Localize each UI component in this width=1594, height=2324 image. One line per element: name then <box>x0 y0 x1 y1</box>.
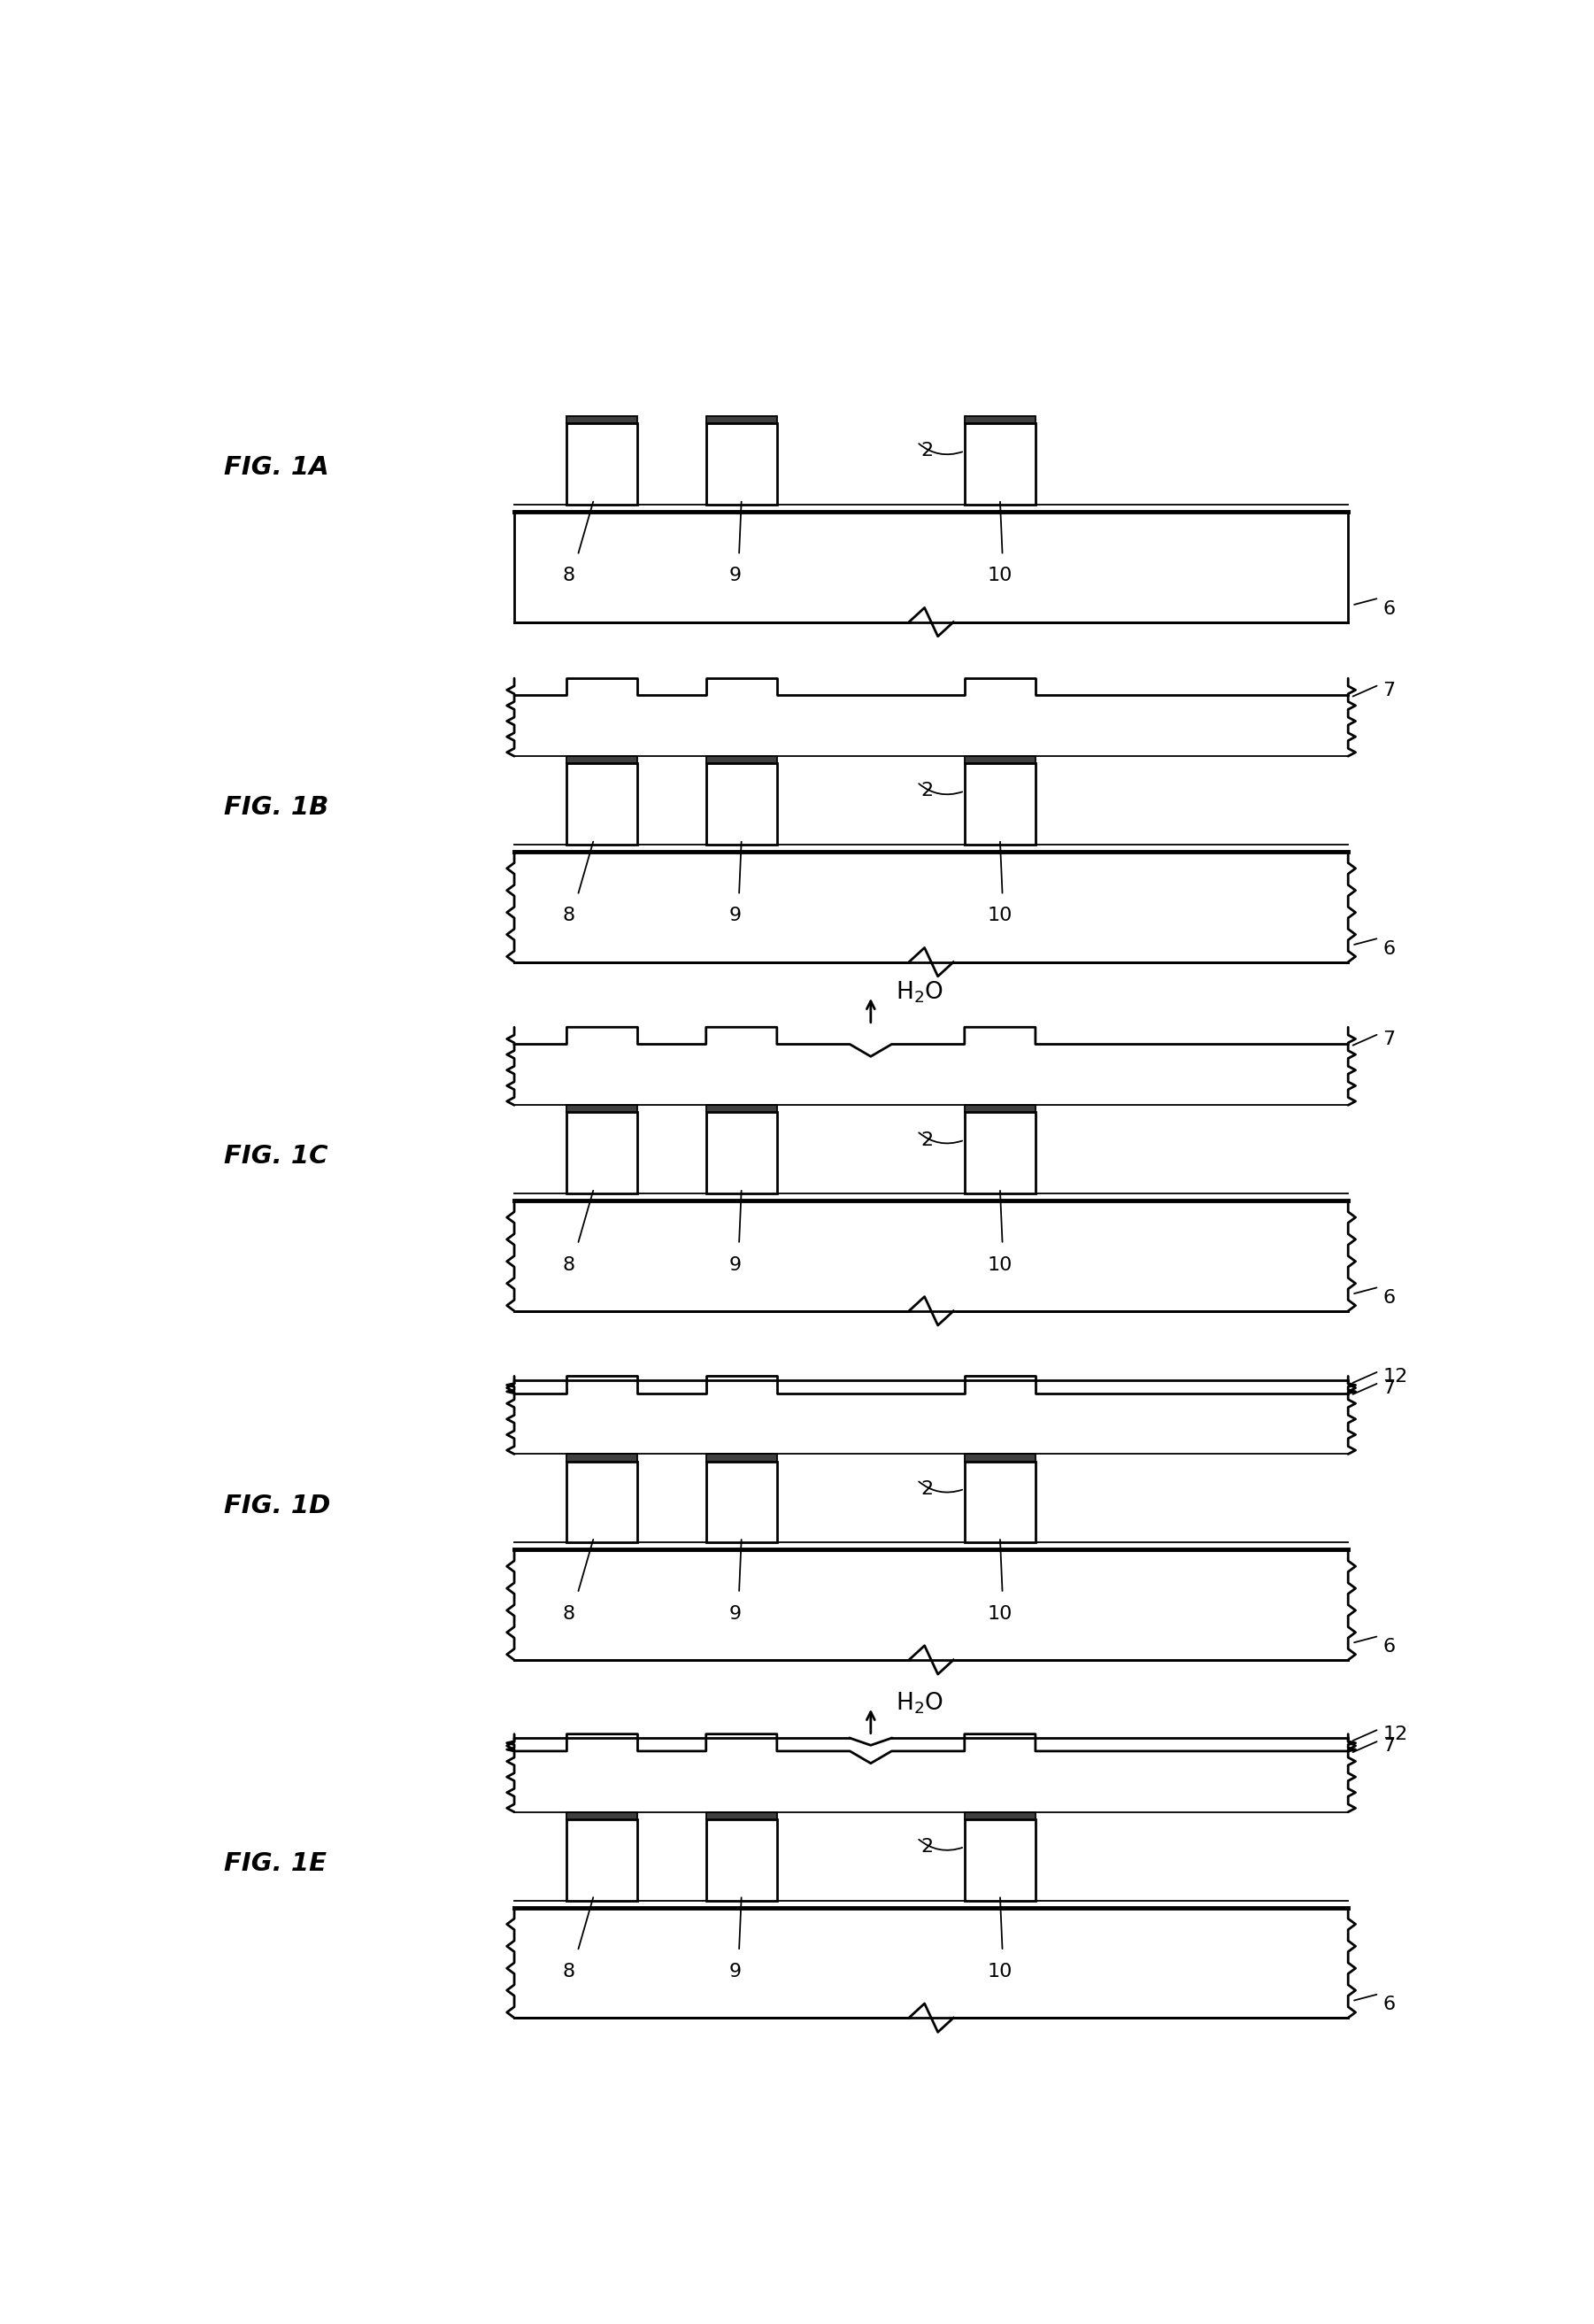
Bar <box>706 765 776 844</box>
Bar <box>567 765 638 844</box>
Text: 2: 2 <box>921 442 932 460</box>
Bar <box>567 416 638 423</box>
Bar <box>706 1462 776 1543</box>
Text: 9: 9 <box>728 1606 741 1622</box>
Text: 6: 6 <box>1382 1290 1395 1306</box>
Bar <box>567 1106 638 1113</box>
Bar <box>964 423 1036 504</box>
Bar <box>567 1813 638 1820</box>
Bar <box>964 1462 1036 1543</box>
Text: 6: 6 <box>1382 939 1395 957</box>
Text: 9: 9 <box>728 1255 741 1274</box>
Text: 2: 2 <box>921 1838 932 1855</box>
Bar <box>964 755 1036 765</box>
Bar <box>964 1106 1036 1113</box>
Bar <box>567 755 638 765</box>
Text: FIG. 1D: FIG. 1D <box>223 1492 330 1518</box>
Bar <box>567 423 638 504</box>
Text: 8: 8 <box>563 567 575 586</box>
Bar <box>706 1113 776 1195</box>
Text: 6: 6 <box>1382 1996 1395 2013</box>
Text: 2: 2 <box>921 1480 932 1497</box>
Text: 8: 8 <box>563 1255 575 1274</box>
Bar <box>964 1820 1036 1901</box>
Text: 7: 7 <box>1382 681 1395 700</box>
Text: 8: 8 <box>563 1964 575 1980</box>
Text: H$_2$O: H$_2$O <box>896 1690 944 1715</box>
Text: 10: 10 <box>987 567 1012 586</box>
Text: 2: 2 <box>921 783 932 799</box>
Text: 2: 2 <box>921 1132 932 1148</box>
Text: 8: 8 <box>563 1606 575 1622</box>
Bar <box>706 1455 776 1462</box>
Text: 12: 12 <box>1382 1727 1408 1743</box>
Text: 10: 10 <box>987 1255 1012 1274</box>
Text: FIG. 1C: FIG. 1C <box>223 1143 328 1169</box>
Text: 7: 7 <box>1382 1736 1395 1755</box>
Text: 10: 10 <box>987 906 1012 925</box>
Bar <box>567 1820 638 1901</box>
Text: H$_2$O: H$_2$O <box>896 981 944 1004</box>
Text: 7: 7 <box>1382 1030 1395 1048</box>
Text: 7: 7 <box>1382 1378 1395 1397</box>
Bar <box>706 423 776 504</box>
Text: 6: 6 <box>1382 600 1395 618</box>
Bar <box>964 1113 1036 1195</box>
Bar <box>515 853 1349 962</box>
Text: 9: 9 <box>728 906 741 925</box>
Bar <box>515 1550 1349 1659</box>
Bar <box>706 416 776 423</box>
Bar <box>567 1113 638 1195</box>
Text: 12: 12 <box>1382 1369 1408 1385</box>
Text: FIG. 1B: FIG. 1B <box>223 795 328 820</box>
Bar <box>567 1462 638 1543</box>
Bar <box>964 765 1036 844</box>
Bar <box>964 416 1036 423</box>
Bar <box>964 1455 1036 1462</box>
Bar <box>706 1813 776 1820</box>
Bar <box>964 1813 1036 1820</box>
Bar <box>567 1455 638 1462</box>
Bar <box>515 1908 1349 2017</box>
Text: 10: 10 <box>987 1606 1012 1622</box>
Text: 9: 9 <box>728 1964 741 1980</box>
Text: 8: 8 <box>563 906 575 925</box>
Text: 10: 10 <box>987 1964 1012 1980</box>
Bar <box>515 511 1349 623</box>
Text: 9: 9 <box>728 567 741 586</box>
Bar <box>515 1202 1349 1311</box>
Bar <box>706 1820 776 1901</box>
Bar <box>706 1106 776 1113</box>
Text: FIG. 1E: FIG. 1E <box>223 1850 327 1875</box>
Text: 6: 6 <box>1382 1638 1395 1655</box>
Text: FIG. 1A: FIG. 1A <box>223 456 328 481</box>
Bar <box>706 755 776 765</box>
